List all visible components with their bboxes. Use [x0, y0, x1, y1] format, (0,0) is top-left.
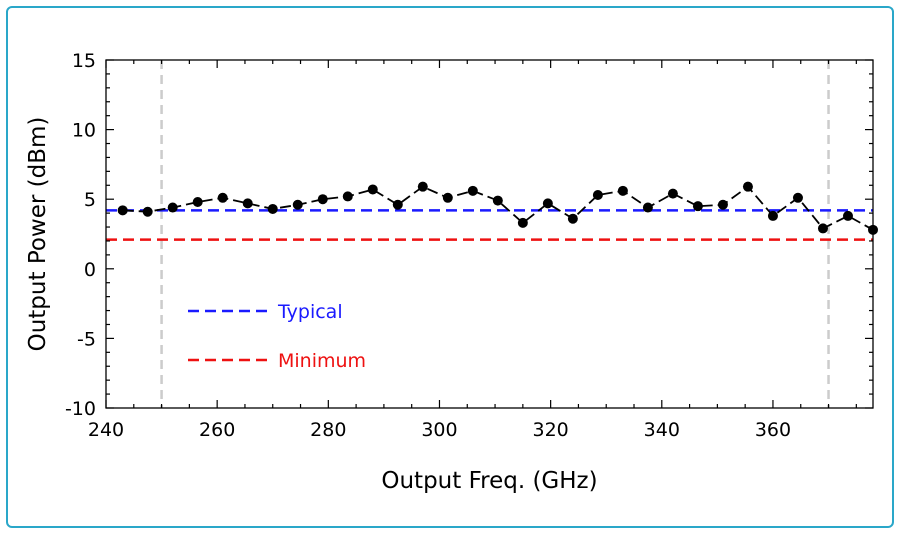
y-tick-label: -5 [77, 328, 96, 350]
data-point [567, 213, 578, 224]
x-tick-label: 280 [310, 419, 346, 441]
data-point [417, 181, 428, 192]
x-tick-label: 340 [644, 419, 680, 441]
axis-ticks: 240 260 280 300 320 340 360 -10 -5 0 5 10 15 [65, 50, 873, 441]
y-tick-label: -10 [65, 398, 96, 420]
x-axis-title: Output Freq. (GHz) [381, 468, 597, 494]
data-point [617, 185, 628, 196]
chart-frame [6, 6, 894, 528]
data-point [317, 194, 328, 205]
y-tick-label: 15 [72, 50, 96, 72]
data-point [767, 210, 778, 221]
x-tick-label: 360 [755, 419, 791, 441]
data-point [842, 210, 853, 221]
data-point [392, 199, 403, 210]
data-point [292, 199, 303, 210]
band-lines [160, 60, 830, 408]
data-point [542, 198, 553, 209]
data-point [467, 185, 478, 196]
x-tick-label: 320 [533, 419, 569, 441]
data-point [667, 188, 678, 199]
data-point [367, 184, 378, 195]
reference-lines [106, 209, 873, 241]
data-point [817, 223, 828, 234]
data-point [267, 203, 278, 214]
x-tick-label: 240 [88, 419, 124, 441]
data-point [642, 202, 653, 213]
data-point [142, 206, 153, 217]
data-point [342, 191, 353, 202]
data-point [792, 192, 803, 203]
plot-area-border [105, 59, 874, 409]
series-line-0 [122, 185, 874, 231]
data-point [517, 217, 528, 228]
data-point [492, 195, 503, 206]
data-point [742, 181, 753, 192]
y-tick-label: 10 [72, 120, 96, 142]
x-tick-label: 300 [421, 419, 457, 441]
legend-label-minimum: Minimum [278, 350, 366, 372]
data-point [217, 192, 228, 203]
y-tick-label: 0 [84, 259, 96, 281]
data-point [192, 196, 203, 207]
legend: Typical Minimum [188, 301, 366, 372]
data-point [717, 199, 728, 210]
y-axis-title: Output Power (dBm) [25, 117, 51, 352]
data-series [117, 181, 878, 235]
data-point [592, 190, 603, 201]
data-point [692, 201, 703, 212]
legend-label-typical: Typical [277, 301, 343, 323]
data-point [442, 192, 453, 203]
y-tick-label: 5 [84, 189, 96, 211]
x-tick-label: 260 [199, 419, 235, 441]
data-point [242, 198, 253, 209]
data-point [167, 202, 178, 213]
data-point [117, 205, 128, 216]
